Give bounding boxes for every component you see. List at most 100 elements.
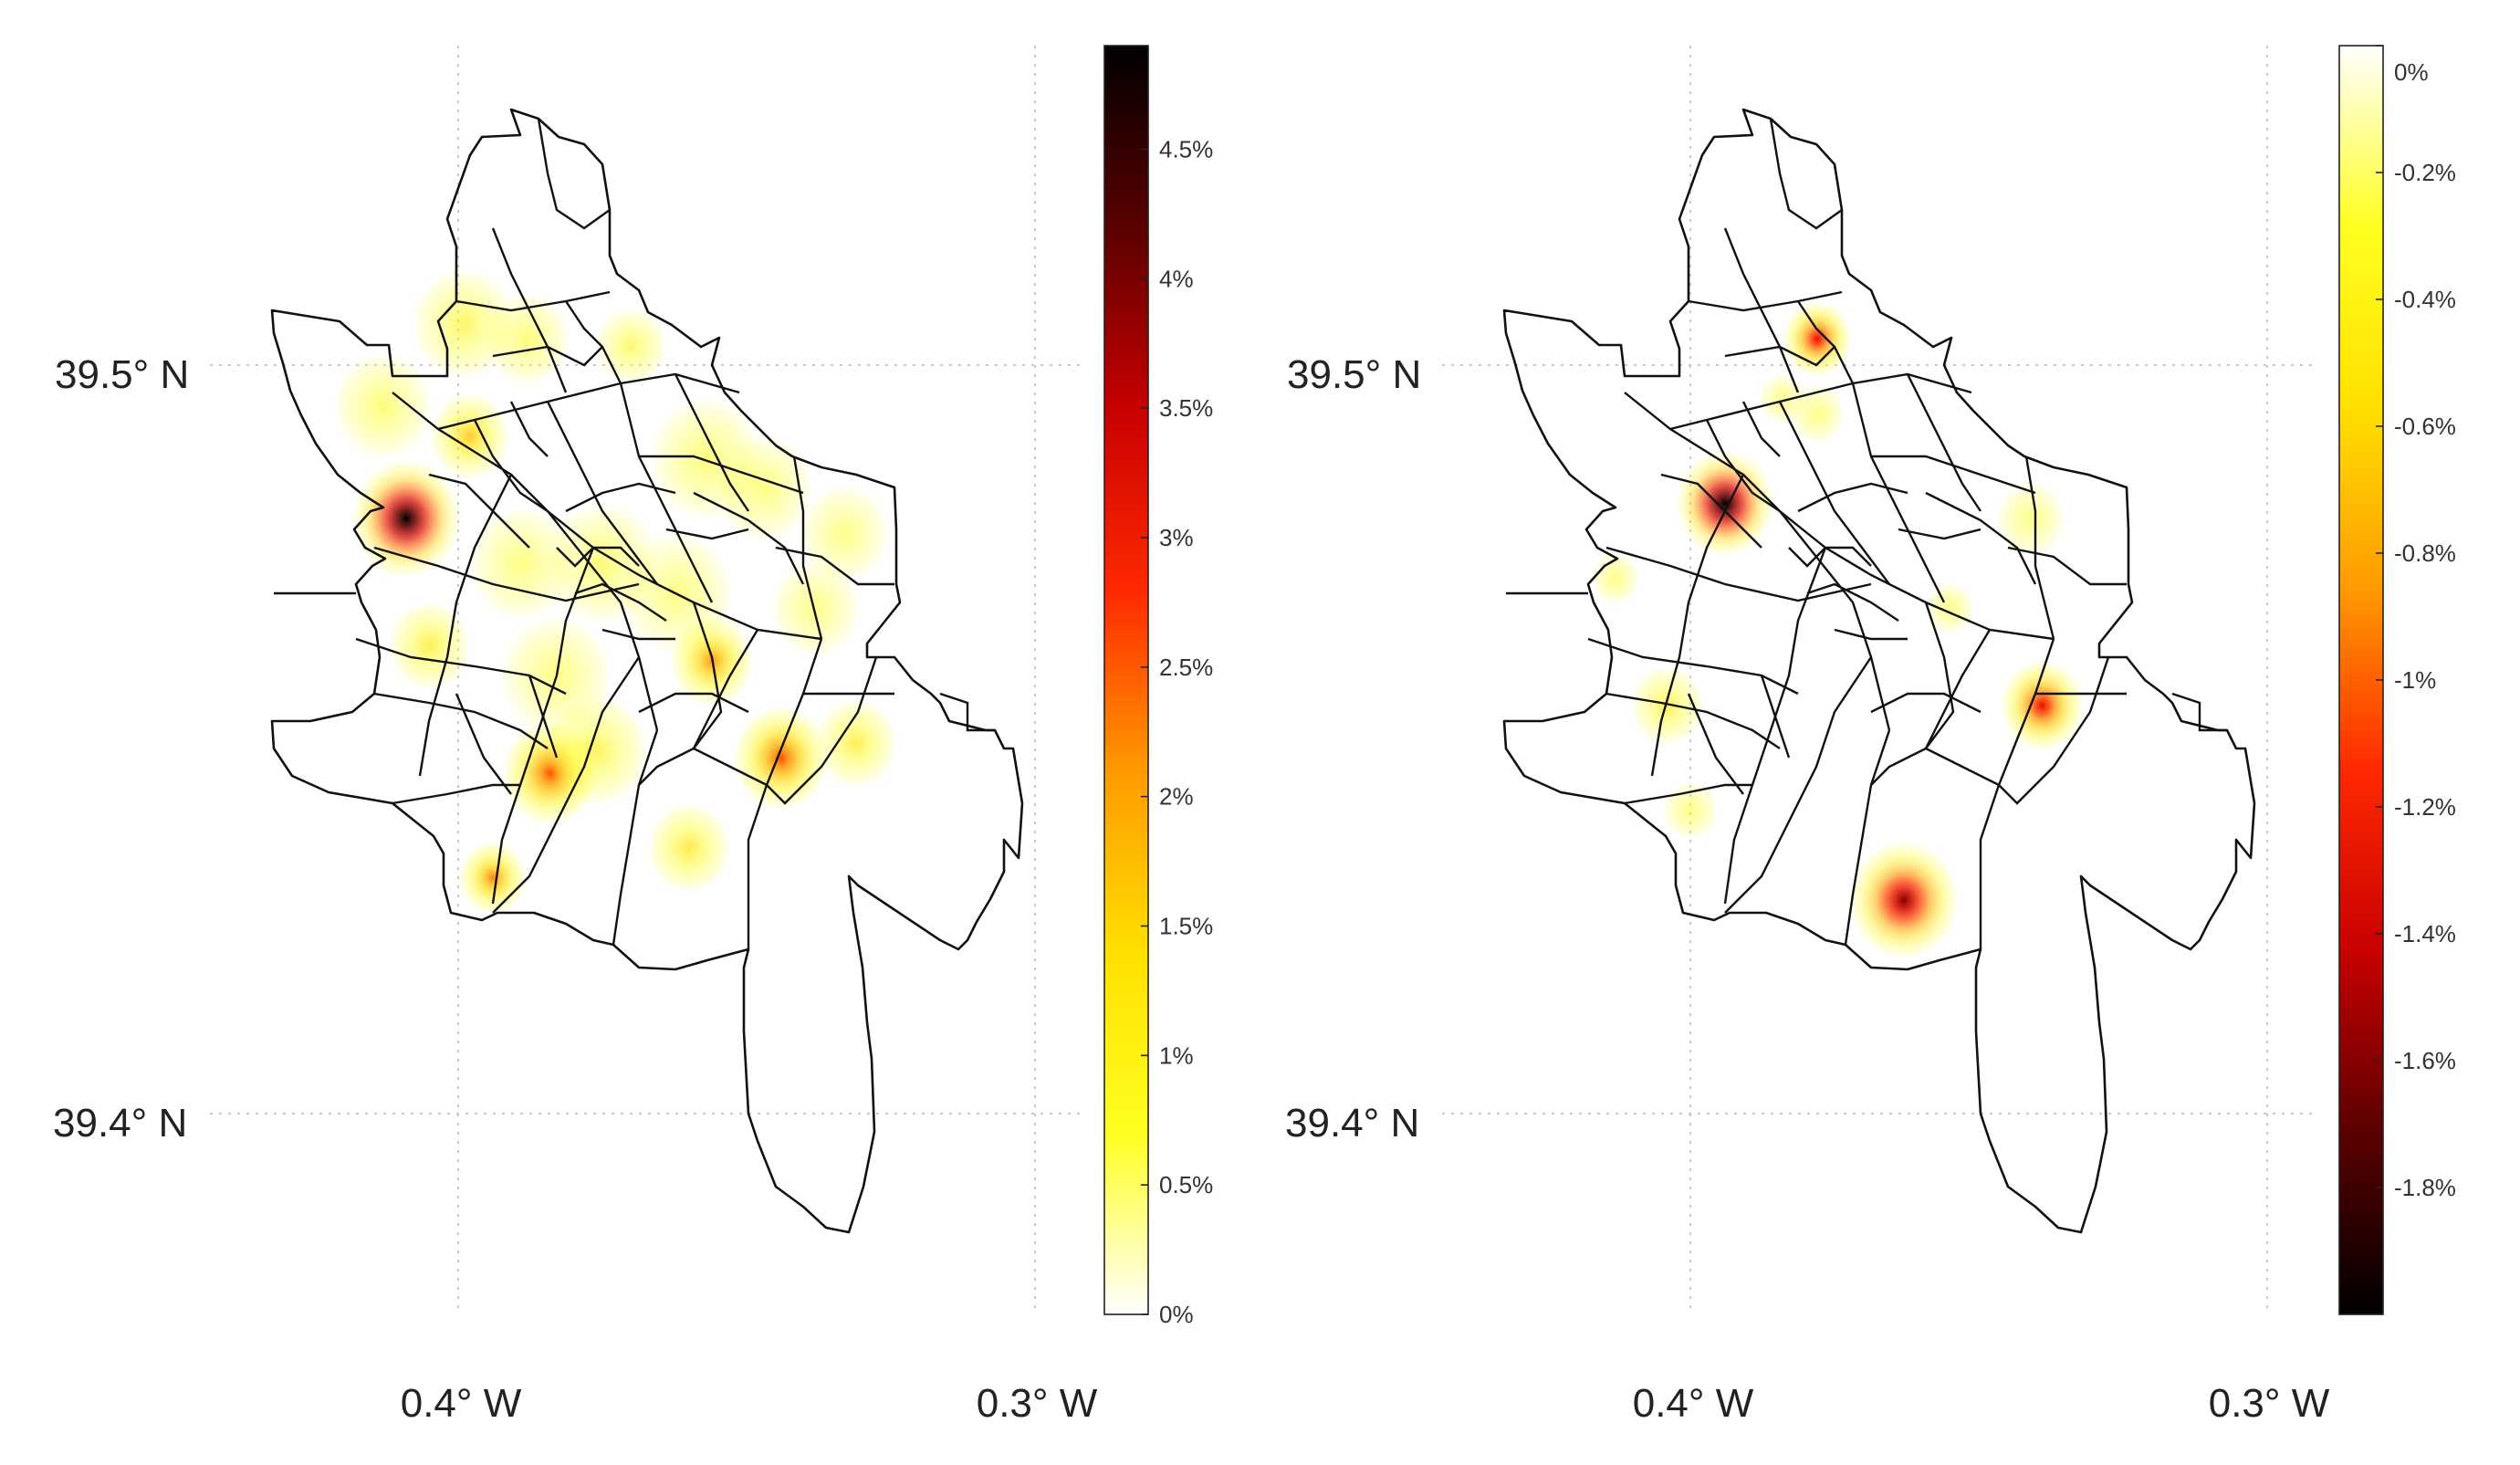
colorbar-left: 0% 0.5% 1% 1.5% 2% 2.5% 3% 3.5% 4% 4.5% xyxy=(1103,45,1213,1328)
colorbar-tick-label: -1.2% xyxy=(2394,793,2456,821)
district-boundary xyxy=(1605,546,1872,602)
heat-hotspot xyxy=(733,706,830,811)
district-boundary xyxy=(747,638,823,949)
heat-hotspot xyxy=(1995,481,2065,557)
heat-hotspot xyxy=(351,459,462,578)
district-boundary xyxy=(1723,547,1827,905)
district-boundary xyxy=(1687,693,1744,795)
district-boundary xyxy=(638,692,749,714)
district-boundary xyxy=(1587,637,1799,696)
colorbar-gradient xyxy=(1103,45,1149,1315)
port-boundary xyxy=(2171,692,2227,732)
district-boundary xyxy=(2007,546,2127,586)
colorbar-tick-label: 4.5% xyxy=(1159,135,1213,162)
district-boundary xyxy=(1925,491,2037,585)
district-boundary xyxy=(492,656,640,914)
district-boundary xyxy=(546,401,658,585)
lat-label-39-5-left: 39.5° N xyxy=(55,352,189,397)
lon-label-0-4-right: 0.4° W xyxy=(1633,1381,1754,1426)
district-boundary xyxy=(612,729,659,946)
lon-label-0-3-left: 0.3° W xyxy=(977,1381,1098,1426)
district-boundary xyxy=(693,747,768,787)
district-boundary xyxy=(455,290,611,312)
district-boundary xyxy=(1741,401,1781,457)
district-boundary xyxy=(601,628,675,641)
district-boundary xyxy=(373,546,640,602)
graticule-right xyxy=(1442,46,2318,1314)
district-boundaries-right xyxy=(1502,108,2256,1234)
district-boundary xyxy=(1870,602,1955,786)
port-boundary xyxy=(939,692,995,732)
colorbar-tick-label: 0.5% xyxy=(1159,1171,1213,1198)
district-boundary xyxy=(1778,401,1890,585)
lon-label-0-3-right: 0.3° W xyxy=(2209,1381,2330,1426)
district-boundary xyxy=(1605,692,1781,749)
district-boundary xyxy=(1898,528,1981,540)
district-boundary xyxy=(619,382,714,603)
colorbar-tick-label: -1% xyxy=(2394,666,2436,694)
heat-hotspot xyxy=(1759,372,1807,425)
district-boundary xyxy=(1851,382,1946,603)
district-boundary xyxy=(1650,474,1745,777)
district-boundary xyxy=(1925,747,2000,787)
city-outline xyxy=(1502,108,2256,1234)
district-boundary xyxy=(775,546,894,586)
colorbar-tick-label: 3.5% xyxy=(1159,394,1213,422)
district-boundary xyxy=(1723,227,1800,393)
heat-hotspot xyxy=(1675,450,1774,558)
colorbar-tick-label: 2.5% xyxy=(1159,654,1213,681)
district-boundary xyxy=(693,491,805,585)
district-boundary xyxy=(638,602,723,786)
district-boundary xyxy=(1834,628,1908,641)
colorbar-tick-label: 0% xyxy=(1159,1301,1194,1328)
district-boundary xyxy=(1660,473,1762,549)
district-boundary xyxy=(491,227,568,393)
colorbar-right: 0% -0.2% -0.4% -0.6% -0.8% -1% -1.2% -1.4% -1.6%… xyxy=(2338,45,2456,1315)
district-boundary xyxy=(1906,373,1981,512)
district-boundary xyxy=(1669,372,1972,431)
district-boundary xyxy=(1705,419,1891,731)
district-boundary xyxy=(418,474,513,777)
heat-hotspot xyxy=(1925,581,1974,635)
district-boundary xyxy=(437,372,740,431)
district-boundary xyxy=(1806,582,1899,622)
heat-hotspot xyxy=(1848,841,1960,960)
district-boundary xyxy=(509,401,549,457)
heat-hotspot xyxy=(1630,665,1705,746)
colorbar-tick-label: -0.6% xyxy=(2394,413,2456,440)
colorbar-tick-label: 1% xyxy=(1159,1041,1194,1069)
district-boundary xyxy=(574,582,667,622)
district-boundary xyxy=(1769,118,1843,230)
district-boundary xyxy=(1760,675,1791,759)
district-boundary xyxy=(565,300,622,384)
district-boundary xyxy=(537,118,611,230)
district-boundary xyxy=(1871,455,2036,495)
city-outline xyxy=(270,108,1024,1234)
heat-hotspot xyxy=(469,507,574,621)
district-boundary xyxy=(639,455,804,495)
district-boundary xyxy=(1724,345,1835,367)
district-boundary xyxy=(392,783,520,805)
district-boundary xyxy=(565,482,676,513)
district-boundary xyxy=(528,675,559,759)
colorbar-tick-label: 3% xyxy=(1159,524,1194,551)
map-panel-left: 39.5° N 39.4° N 0.4° W 0.3° W 0% 0.5% 1% 1.… xyxy=(53,45,1213,1426)
district-boundary xyxy=(491,547,595,905)
colorbar-tick-label: -0.8% xyxy=(2394,539,2456,567)
district-boundary xyxy=(492,345,603,367)
colorbar-tick-label: -0.2% xyxy=(2394,159,2456,186)
district-boundary xyxy=(1979,638,2055,949)
district-boundary xyxy=(355,637,567,696)
heat-hotspot xyxy=(430,392,510,479)
heat-hotspot xyxy=(770,560,861,657)
heat-hotspot xyxy=(333,352,434,460)
lat-label-39-5-right: 39.5° N xyxy=(1287,352,1421,397)
district-boundary xyxy=(1797,300,1855,384)
district-boundaries-left xyxy=(270,108,1024,1234)
district-boundary xyxy=(792,455,823,640)
district-boundary xyxy=(692,629,759,749)
district-boundary xyxy=(1797,482,1908,513)
district-boundary xyxy=(1924,629,1992,749)
colorbar-tick-label: -0.4% xyxy=(2394,286,2456,313)
